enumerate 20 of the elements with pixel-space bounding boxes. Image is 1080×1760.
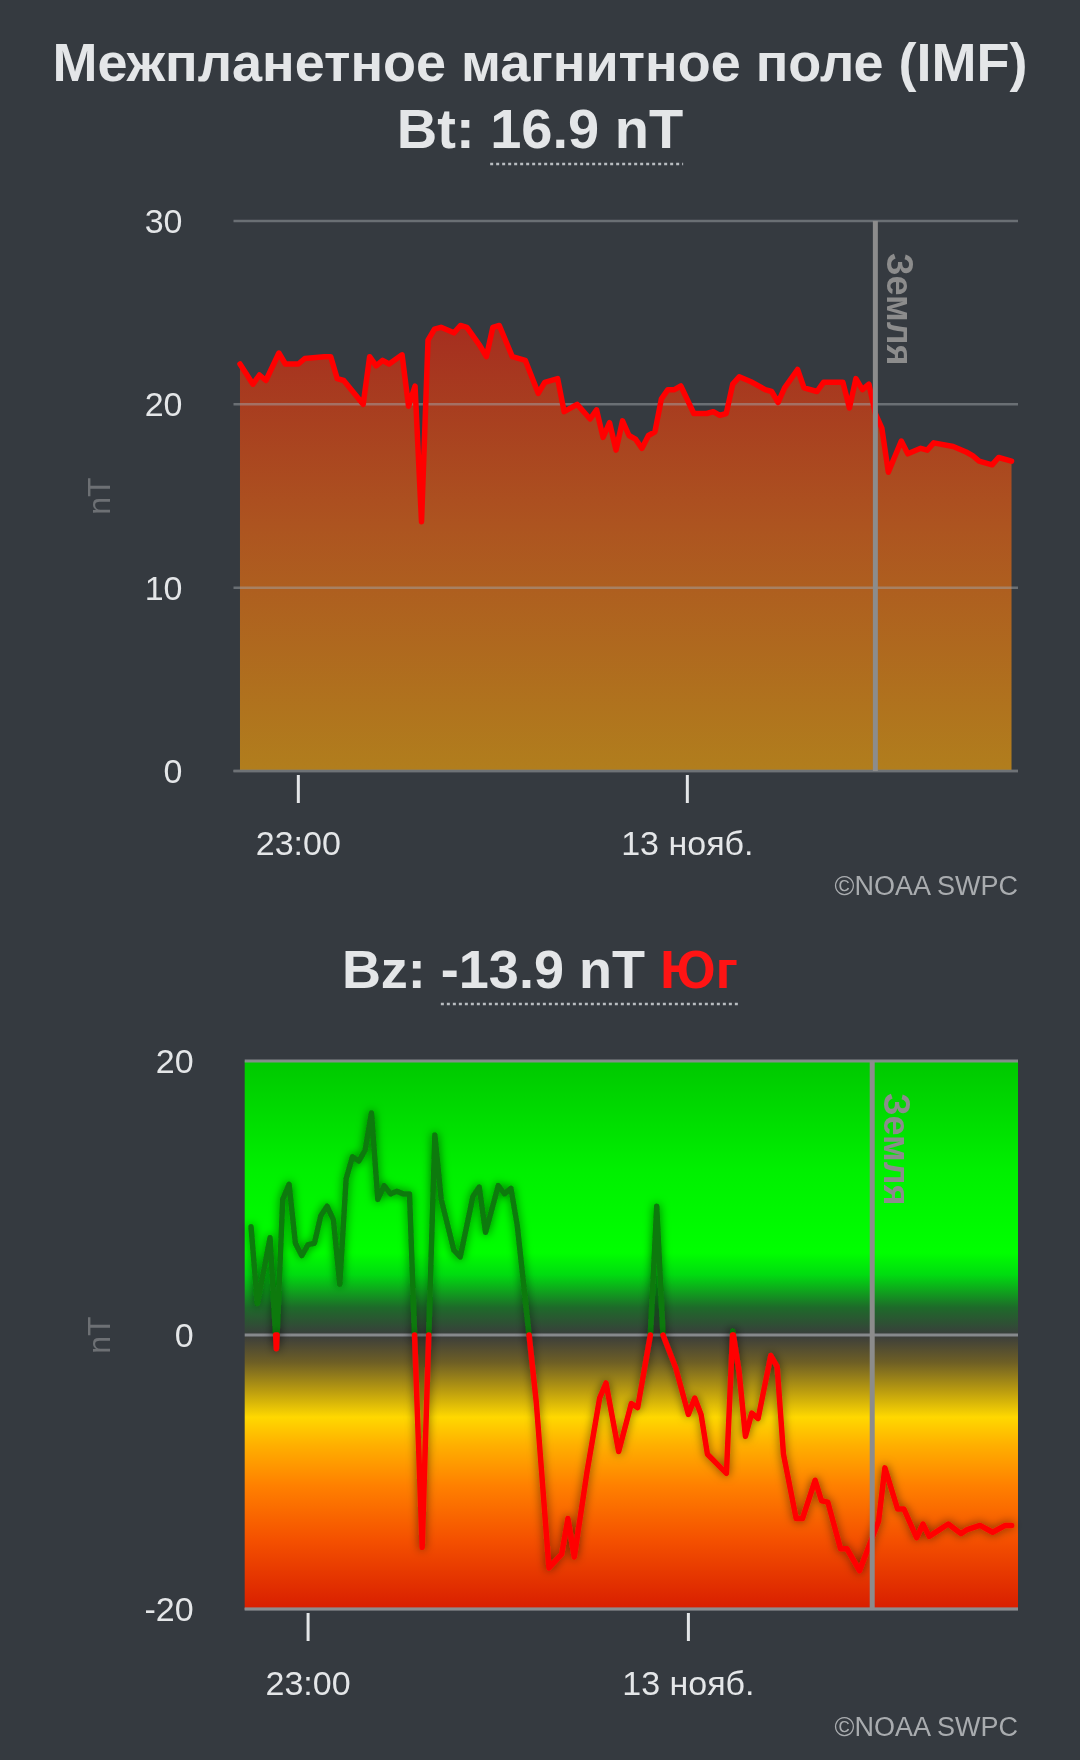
ref-line-label: Земля [879, 253, 921, 366]
y-axis-title: nT [81, 477, 118, 515]
chart-subtitle: Bt: 16.9 nT [396, 97, 684, 160]
y-axis-title: nT [81, 1316, 118, 1354]
y-tick-label: 20 [155, 1041, 194, 1080]
y-tick-label: 0 [174, 1315, 194, 1354]
x-tick-label: 23:00 [255, 824, 341, 862]
x-tick-label: 13 нояб. [621, 824, 754, 862]
y-tick-label: 10 [144, 568, 183, 607]
y-tick-label: 0 [163, 751, 183, 790]
chart-title: Bz: -13.9 nT Юг [341, 939, 739, 999]
y-tick-label: 30 [144, 201, 183, 240]
chart-title: Межпланетное магнитное поле (IMF) [52, 32, 1028, 92]
ref-line-label: Земля [876, 1093, 918, 1206]
text: ©NOAA SWPC [834, 1712, 1018, 1742]
y-tick-label: 20 [144, 385, 183, 424]
x-tick-label: 13 нояб. [622, 1664, 755, 1702]
text: ©NOAA SWPC [834, 871, 1018, 901]
y-tick-label: -20 [144, 1589, 194, 1628]
x-tick-label: 23:00 [265, 1664, 351, 1702]
